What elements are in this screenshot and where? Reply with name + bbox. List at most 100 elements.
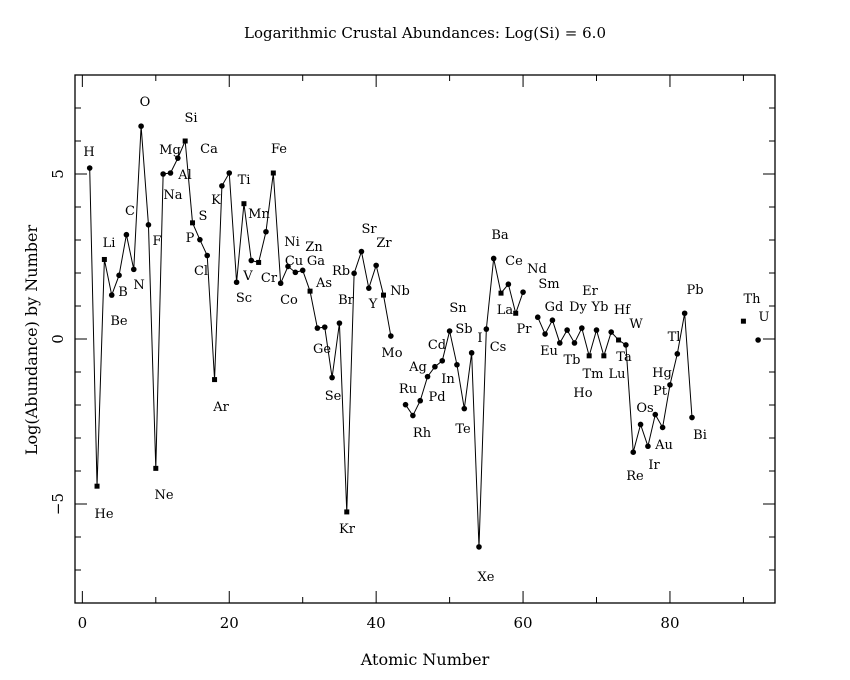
data-point-Nd	[520, 289, 526, 295]
data-label-Cs: Cs	[490, 340, 507, 355]
data-label-Be: Be	[110, 314, 128, 329]
data-label-Nd: Nd	[527, 262, 547, 277]
data-label-P: P	[186, 231, 195, 246]
data-label-I: I	[477, 331, 482, 346]
data-point-In	[439, 357, 446, 364]
data-point-Ru	[402, 401, 409, 408]
data-point-Pb	[681, 310, 688, 317]
data-label-He: He	[94, 507, 113, 522]
data-label-Ne: Ne	[154, 488, 173, 503]
data-label-Th: Th	[743, 292, 761, 307]
data-point-Ne	[153, 465, 159, 471]
data-label-Sb: Sb	[455, 322, 472, 337]
data-label-Au: Au	[654, 438, 673, 453]
data-label-Ba: Ba	[491, 228, 509, 243]
data-label-Ir: Ir	[648, 458, 660, 473]
data-point-Gd	[549, 317, 556, 323]
data-label-Mo: Mo	[381, 346, 402, 361]
data-label-Yb: Yb	[591, 300, 609, 315]
data-label-Pr: Pr	[517, 322, 533, 337]
data-point-Si	[182, 138, 188, 144]
data-point-Mg	[167, 170, 174, 176]
data-label-Mg: Mg	[159, 143, 181, 158]
data-label-Cl: Cl	[194, 264, 208, 279]
data-label-B: B	[118, 285, 128, 300]
data-point-Nb	[380, 292, 386, 298]
data-point-Cl	[204, 252, 211, 259]
data-label-Br: Br	[338, 293, 355, 308]
data-point-Na	[160, 171, 166, 177]
data-point-Sr	[358, 248, 365, 255]
data-point-Ce	[505, 281, 512, 288]
y-axis-label: Log(Abundance) by Number	[22, 225, 41, 456]
data-label-Y: Y	[368, 297, 378, 312]
data-point-Be	[108, 292, 115, 298]
data-point-Os	[637, 421, 644, 428]
x-tick-label: 60	[514, 614, 533, 632]
data-label-Mn: Mn	[248, 207, 270, 222]
data-point-Fe	[270, 170, 276, 176]
data-point-Co	[277, 280, 284, 287]
data-label-Co: Co	[280, 293, 298, 308]
data-label-Sn: Sn	[449, 301, 467, 316]
data-label-Pt: Pt	[653, 384, 668, 399]
data-point-Ti	[241, 201, 247, 207]
data-label-Al: Al	[177, 168, 192, 183]
y-tick-label: 0	[49, 334, 67, 344]
data-label-W: W	[629, 317, 643, 332]
data-point-Br	[336, 320, 343, 326]
data-point-Re	[630, 449, 637, 455]
data-point-He	[94, 483, 100, 489]
data-point-V	[248, 257, 255, 264]
data-point-P	[190, 220, 196, 226]
data-point-H	[86, 165, 93, 171]
data-point-O	[138, 123, 144, 129]
data-point-Dy	[564, 327, 570, 333]
data-label-Kr: Kr	[339, 522, 356, 537]
data-point-Te	[461, 405, 468, 412]
series-line	[89, 126, 392, 512]
x-tick-label: 80	[660, 614, 679, 632]
data-point-Tm	[586, 353, 592, 359]
x-tick-label: 0	[78, 614, 88, 632]
data-point-Rb	[351, 270, 357, 277]
data-label-Cd: Cd	[428, 338, 446, 353]
data-label-Ag: Ag	[408, 360, 427, 375]
data-point-Tl	[674, 351, 681, 357]
data-point-Ga	[307, 288, 313, 294]
data-label-Te: Te	[455, 422, 471, 437]
data-point-Ta	[616, 337, 622, 343]
data-point-Lu	[601, 353, 607, 359]
data-point-Pd	[417, 397, 424, 404]
data-point-Se	[329, 374, 335, 381]
data-label-O: O	[140, 95, 151, 110]
data-label-Er: Er	[582, 284, 598, 299]
data-point-Pt	[652, 411, 659, 418]
data-point-S	[197, 236, 203, 243]
data-label-Eu: Eu	[540, 344, 558, 359]
data-point-K	[219, 183, 225, 189]
data-point-Ag	[424, 373, 431, 380]
data-point-Cr	[256, 259, 262, 265]
data-point-Ge	[314, 325, 321, 331]
data-point-C	[123, 231, 130, 238]
data-label-Ce: Ce	[505, 254, 523, 269]
data-point-Rh	[410, 412, 416, 419]
data-label-Pb: Pb	[686, 283, 703, 298]
data-point-N	[130, 266, 137, 273]
data-label-Rb: Rb	[332, 264, 350, 279]
data-point-Pr	[513, 310, 519, 316]
data-point-Sn	[446, 328, 453, 334]
y-tick-label: −5	[49, 493, 67, 515]
data-label-La: La	[497, 303, 514, 318]
data-label-Se: Se	[325, 389, 342, 404]
data-label-Cr: Cr	[261, 271, 278, 286]
data-point-Li	[101, 256, 107, 262]
data-point-Eu	[542, 331, 548, 337]
data-point-F	[145, 222, 152, 228]
data-label-Ho: Ho	[573, 386, 592, 401]
data-label-Ar: Ar	[212, 400, 229, 415]
data-label-Nb: Nb	[390, 284, 410, 299]
x-axis-label: Atomic Number	[360, 650, 490, 669]
